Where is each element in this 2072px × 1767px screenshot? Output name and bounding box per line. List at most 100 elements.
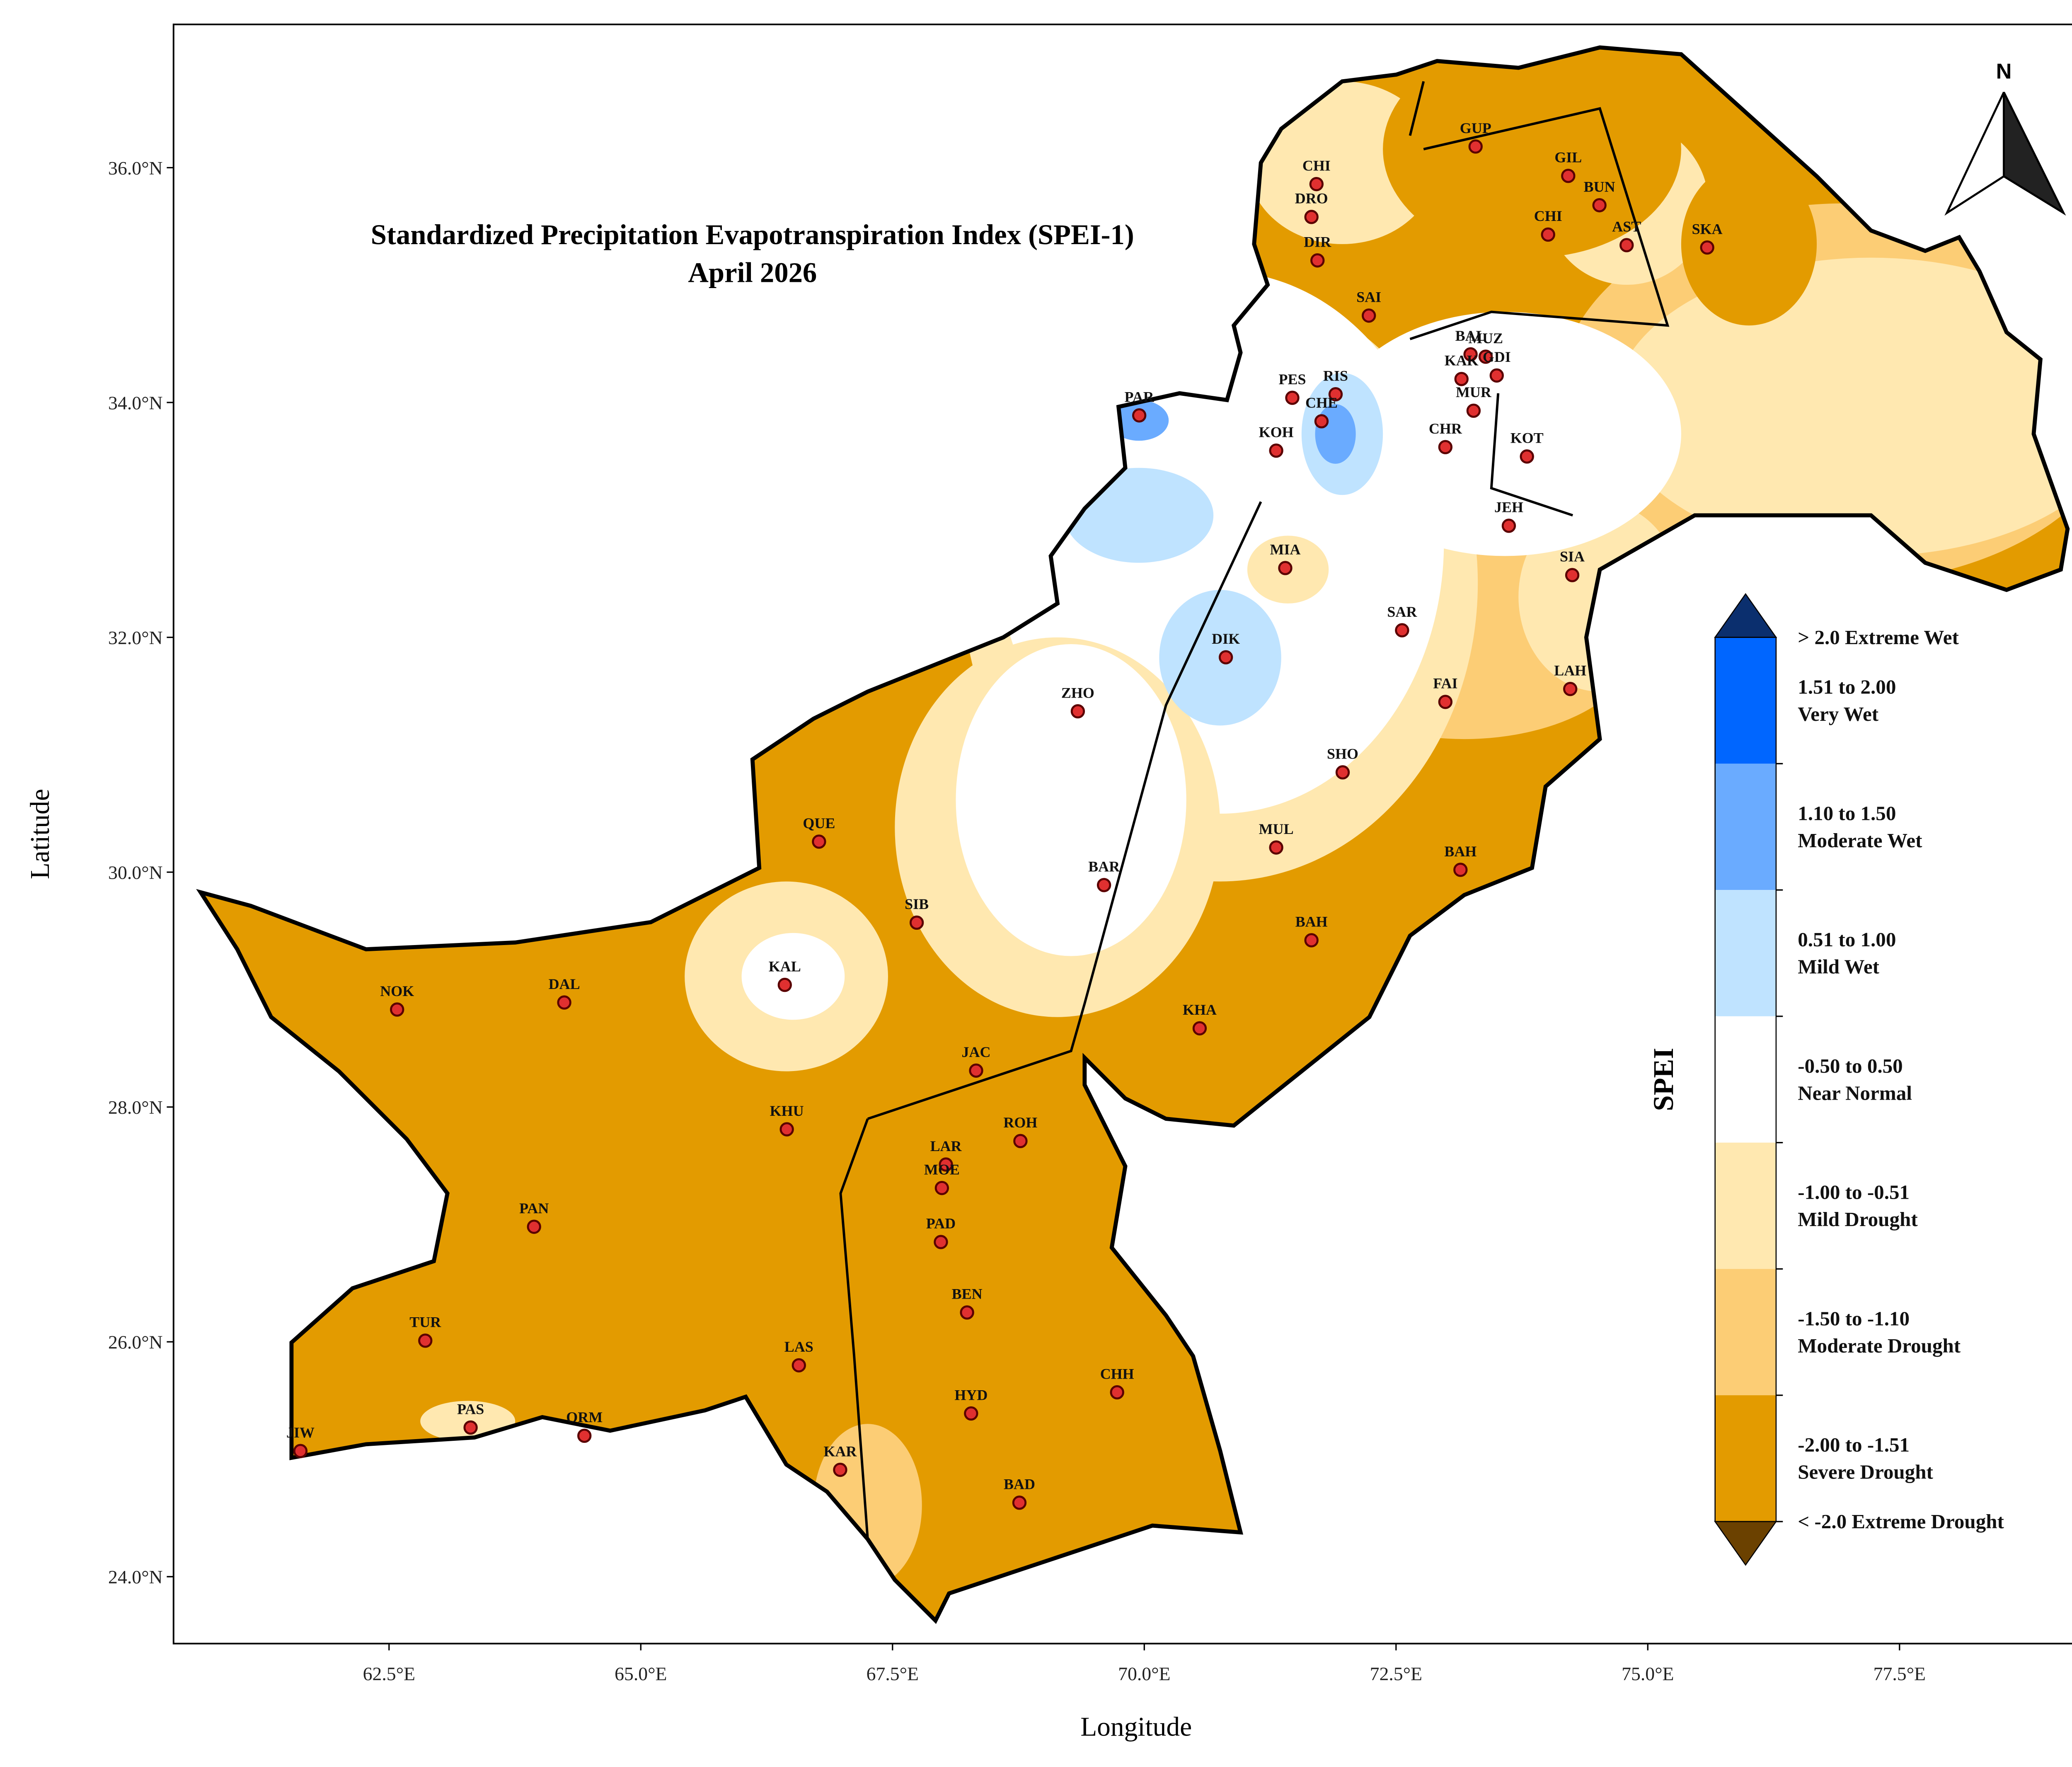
station <box>812 834 826 849</box>
station-label: ORM <box>566 1409 603 1425</box>
legend-swatch <box>1715 764 1776 890</box>
station <box>1454 372 1469 386</box>
station-label: HYD <box>954 1386 988 1403</box>
station-label: BAD <box>1004 1476 1035 1493</box>
station <box>934 1235 948 1249</box>
legend-label: 1.51 to 2.00 <box>1798 676 1896 698</box>
station <box>1541 227 1555 242</box>
country-border <box>196 45 2070 1624</box>
x-tick-label: 75.0°E <box>1622 1663 1674 1685</box>
station-label: MUR <box>1456 384 1492 400</box>
station-label: KOT <box>1510 430 1544 446</box>
legend-label: Moderate Wet <box>1798 829 1922 852</box>
station-label: KAK <box>1445 352 1479 369</box>
station <box>1070 704 1085 719</box>
station-label: PAN <box>519 1200 549 1217</box>
y-tick-label: 30.0°N <box>108 862 163 883</box>
station <box>934 1180 949 1195</box>
data-layer: 62.5°E 65.0°E 67.5°E 70.0°E 72.5°E 75.0°E 77.5… <box>108 120 2004 1685</box>
station-label: KAR <box>823 1443 857 1459</box>
station-label: BAL <box>1455 327 1486 344</box>
legend-swatch <box>1715 637 1776 764</box>
station-label: MUL <box>1259 821 1294 837</box>
station <box>1309 177 1324 191</box>
station <box>1285 390 1300 405</box>
station-label: NOK <box>380 983 414 999</box>
station-label: MOE <box>924 1161 960 1178</box>
station <box>1466 403 1481 418</box>
legend-label: > 2.0 Extreme Wet <box>1798 626 1959 649</box>
station <box>777 977 792 992</box>
station <box>1304 210 1319 224</box>
legend-swatch <box>1715 1016 1776 1143</box>
y-tick-label: 34.0°N <box>108 392 163 413</box>
station <box>1501 519 1516 533</box>
north-label: N <box>1996 60 2012 84</box>
station <box>1310 253 1325 268</box>
legend-label: -1.00 to -0.51 <box>1798 1181 1910 1204</box>
station-label: CHI <box>1302 157 1331 174</box>
station-label: ROH <box>1003 1114 1037 1131</box>
station <box>1489 368 1504 383</box>
station <box>390 1002 404 1017</box>
station-label: BEN <box>952 1286 983 1302</box>
station-label: AST <box>1612 218 1641 235</box>
legend-label: 0.51 to 1.00 <box>1798 928 1896 951</box>
station-label: FAI <box>1433 675 1457 692</box>
x-axis-label: Longitude <box>1080 1712 1192 1742</box>
station <box>1097 878 1111 892</box>
station-label: KHA <box>1183 1001 1217 1018</box>
x-tick-label: 77.5°E <box>1874 1663 1926 1685</box>
station <box>792 1358 806 1373</box>
map-subtitle: April 2026 <box>688 257 817 288</box>
station <box>833 1462 847 1477</box>
station-label: BUN <box>1584 178 1615 195</box>
station <box>1304 933 1319 948</box>
station-label: PAS <box>457 1401 484 1417</box>
station-label: CHI <box>1534 208 1562 224</box>
map-title: Standardized Precipitation Evapotranspir… <box>371 219 1134 250</box>
x-tick-label: 65.0°E <box>615 1663 667 1685</box>
station-label: LAR <box>930 1138 962 1154</box>
legend-frame <box>1714 637 1777 1522</box>
severe-area <box>1383 47 1681 258</box>
station <box>1013 1134 1028 1149</box>
station-label: RIS <box>1323 367 1348 384</box>
station-label: TUR <box>409 1314 441 1331</box>
station-label: SIB <box>905 896 929 912</box>
station <box>1335 765 1350 780</box>
station-label: MUZ <box>1468 330 1503 347</box>
normal-area <box>956 644 1186 956</box>
station <box>1592 198 1607 213</box>
legend-label: Severe Drought <box>1798 1461 1933 1483</box>
province-border <box>839 1118 869 1539</box>
station <box>1110 1385 1124 1400</box>
y-tick-label: 26.0°N <box>108 1332 163 1353</box>
station <box>1192 1021 1207 1036</box>
legend-label: -0.50 to 0.50 <box>1798 1054 1903 1077</box>
station <box>527 1219 541 1234</box>
legend-label: -2.00 to -1.51 <box>1798 1433 1910 1456</box>
station <box>969 1063 983 1078</box>
legend-label: 1.10 to 1.50 <box>1798 802 1896 824</box>
legend-label: Mild Wet <box>1798 955 1879 978</box>
mild-area <box>1613 257 2068 556</box>
station-label: SAI <box>1356 289 1381 305</box>
y-tick-label: 36.0°N <box>108 158 163 179</box>
y-tick-label: 28.0°N <box>108 1097 163 1118</box>
station-label: SIA <box>1560 548 1585 565</box>
station <box>1565 568 1580 582</box>
station <box>1328 387 1343 402</box>
station <box>463 1420 478 1435</box>
station <box>1278 561 1293 575</box>
station <box>1438 440 1453 454</box>
legend-title: SPEI <box>1648 1048 1679 1111</box>
x-tick-label: 72.5°E <box>1370 1663 1422 1685</box>
station <box>293 1444 308 1458</box>
station <box>1563 682 1578 696</box>
station <box>960 1305 974 1320</box>
station-label: KOH <box>1259 424 1294 440</box>
legend-swatch <box>1715 1395 1776 1522</box>
station-label: SKA <box>1692 221 1723 237</box>
